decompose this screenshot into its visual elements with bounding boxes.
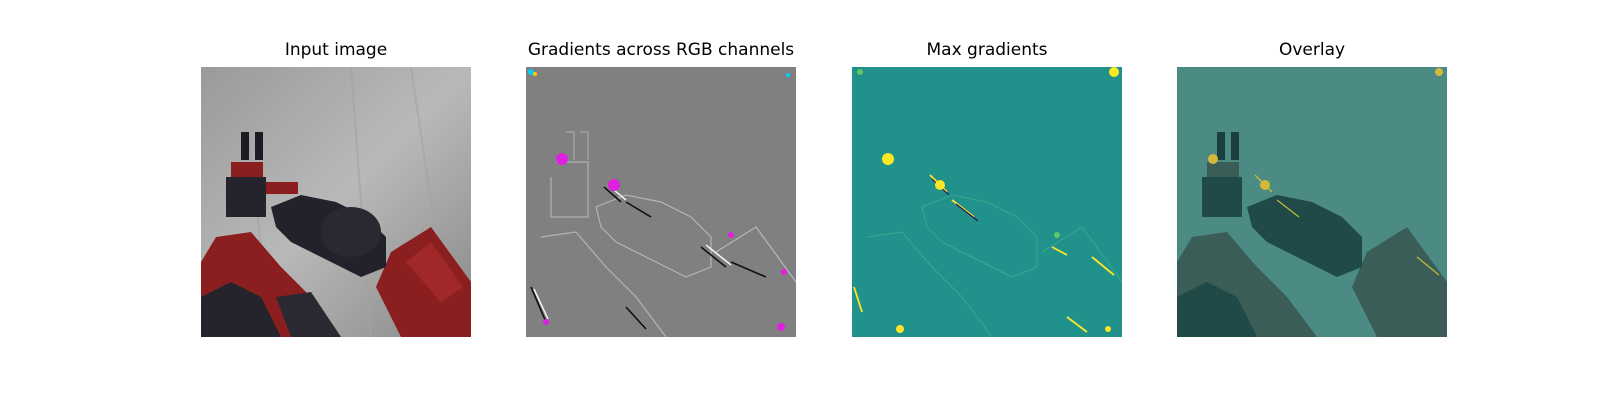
- panel-title-max-gradients: Max gradients: [926, 40, 1048, 60]
- input-image: [201, 67, 471, 337]
- panel-title-gradients-rgb: Gradients across RGB channels: [527, 40, 795, 60]
- panel-title-input-image: Input image: [284, 40, 388, 60]
- panel-title-overlay: Overlay: [1278, 40, 1346, 60]
- overlay-image: [1177, 67, 1447, 337]
- gradients-rgb-image: [526, 67, 796, 337]
- max-gradients-image: [852, 67, 1122, 337]
